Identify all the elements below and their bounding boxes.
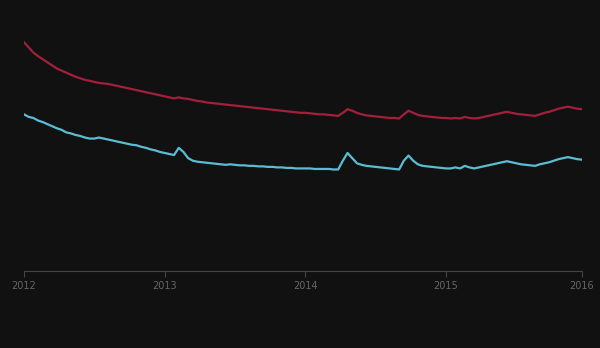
Legend: Senior, Subordinated: Senior, Subordinated [212,346,394,348]
